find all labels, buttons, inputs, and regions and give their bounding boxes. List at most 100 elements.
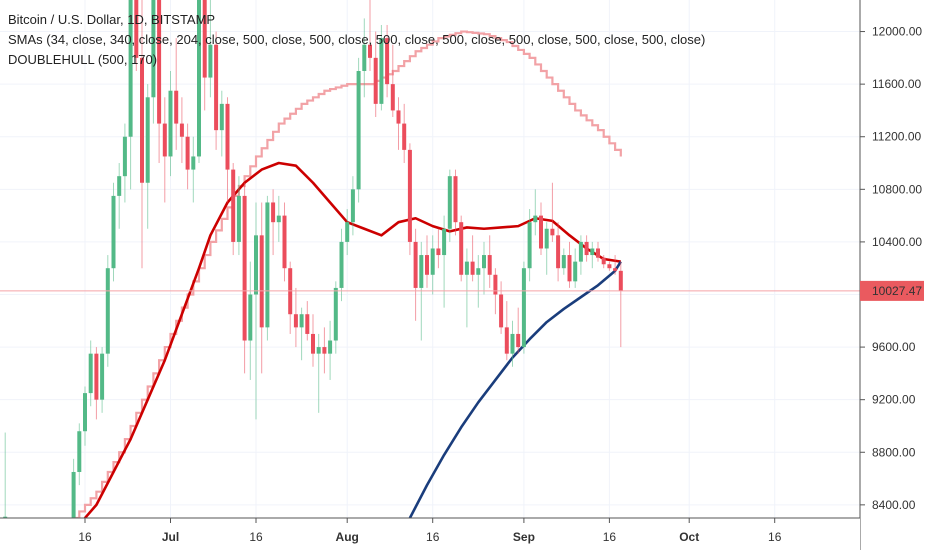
price-axis[interactable]: 8400.008800.009200.009600.0010000.001040… — [859, 0, 932, 550]
price-tick-label: 11200.00 — [872, 130, 921, 144]
time-axis-background — [0, 518, 860, 550]
candle-down — [288, 261, 293, 334]
candle-down — [516, 307, 521, 354]
candle-body — [259, 235, 264, 328]
candle-body — [476, 268, 481, 275]
time-tick-label: 16 — [78, 530, 92, 544]
candle-up — [128, 0, 133, 190]
candle-down — [436, 228, 441, 269]
price-tick-label: 8400.00 — [872, 498, 916, 512]
time-axis[interactable]: 16 Jul 16 Aug 16 Sep 16 Oct 16 — [0, 517, 860, 550]
candle-body — [316, 347, 321, 354]
candle-body — [122, 136, 127, 177]
candle-body — [83, 393, 87, 432]
candle-body — [556, 235, 561, 269]
chart-legend: Bitcoin / U.S. Dollar, 1D, BITSTAMP SMAs… — [8, 10, 705, 70]
candle-up — [533, 189, 538, 236]
candle-body — [607, 264, 612, 269]
candle-down — [202, 0, 207, 111]
candle-down — [396, 97, 401, 150]
candle-body — [117, 176, 122, 196]
candle-body — [527, 222, 532, 269]
candle-down — [607, 261, 612, 271]
candle-body — [111, 195, 116, 269]
candle-body — [425, 255, 429, 275]
symbol-title[interactable]: Bitcoin / U.S. Dollar, 1D, BITSTAMP — [8, 12, 216, 27]
candle-up — [88, 340, 93, 407]
candle-up — [105, 255, 110, 367]
candle-body — [248, 294, 253, 341]
hull-legend[interactable]: DOUBLEHULL (500, 170) — [8, 52, 158, 67]
candle-up — [254, 202, 258, 420]
candle-body — [430, 248, 435, 275]
candle-body — [174, 90, 179, 124]
candle-down — [214, 31, 219, 150]
candle-down — [134, 0, 139, 71]
candle-down — [140, 0, 144, 269]
candle-down — [231, 163, 236, 256]
candle-body — [407, 149, 412, 242]
candle-up — [333, 281, 338, 354]
candle-down — [322, 327, 327, 374]
candle-body — [402, 123, 407, 150]
candle-up — [447, 169, 452, 242]
sma-340-line — [73, 30, 622, 520]
candle-down — [282, 202, 287, 282]
candle-body — [191, 156, 196, 170]
candle-body — [510, 333, 515, 354]
candle-down — [390, 44, 395, 118]
candle-body — [100, 353, 105, 400]
sma-legend[interactable]: SMAs (34, close, 340, close, 204, close,… — [8, 32, 706, 47]
candle-down — [157, 0, 162, 164]
candle-up — [362, 18, 367, 98]
candle-down — [259, 202, 264, 374]
candle-body — [151, 0, 156, 98]
candle-body — [464, 261, 469, 275]
candle-down — [407, 143, 412, 256]
price-tick-label: 12000.00 — [872, 25, 922, 39]
candle-down — [94, 347, 99, 420]
candle-body — [493, 274, 498, 295]
last-price-label: 10027.47 — [872, 284, 922, 298]
candle-body — [442, 228, 447, 256]
candle-up — [482, 241, 486, 295]
candle-up — [521, 261, 526, 354]
candle-body — [482, 255, 486, 269]
hull-line — [408, 260, 622, 519]
candle-body — [379, 38, 384, 104]
candle-down — [225, 97, 230, 203]
candle-up — [476, 255, 481, 308]
candle-body — [470, 261, 475, 275]
candle-up — [345, 209, 350, 256]
candle-body — [242, 195, 247, 341]
candle-up — [168, 70, 173, 177]
candle-down — [413, 228, 418, 321]
candle-down — [271, 189, 276, 256]
candle-down — [618, 261, 623, 348]
candle-body — [590, 248, 595, 256]
candle-body — [128, 0, 133, 137]
candle-body — [459, 222, 464, 275]
candle-up — [117, 163, 122, 229]
candle-up — [265, 195, 270, 341]
candle-down — [499, 281, 504, 334]
candle-body — [419, 255, 424, 288]
candle-body — [208, 44, 213, 78]
candle-down — [162, 97, 167, 203]
candle-body — [561, 255, 566, 269]
last-price-tag: 10027.47 — [860, 280, 924, 301]
candle-up — [151, 0, 156, 124]
candle-body — [368, 44, 372, 58]
candle-body — [236, 195, 241, 242]
candle-body — [162, 123, 167, 157]
candle-down — [425, 235, 429, 288]
candle-up — [510, 320, 515, 367]
candle-down — [368, 0, 372, 71]
candle-body — [214, 44, 219, 131]
candle-up — [77, 423, 82, 486]
price-tick-label: 9600.00 — [872, 340, 916, 354]
time-tick-label: 16 — [768, 530, 782, 544]
candle-body — [539, 215, 543, 249]
candle-body — [168, 90, 173, 157]
